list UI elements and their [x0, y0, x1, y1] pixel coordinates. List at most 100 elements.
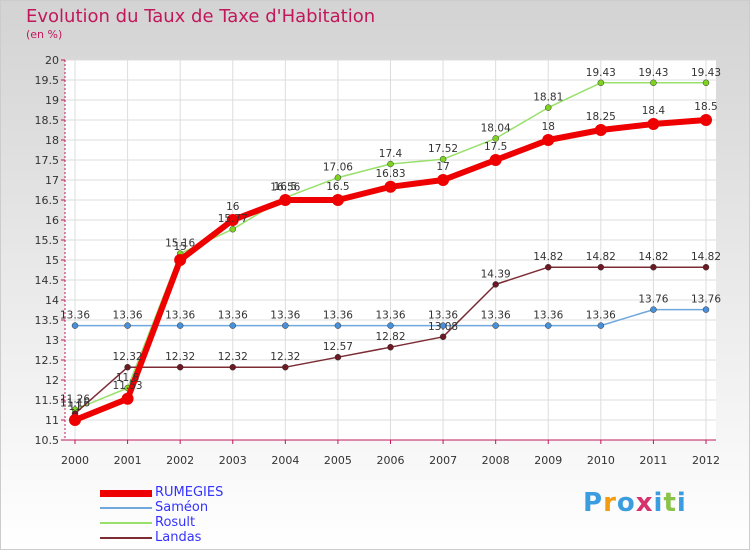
point-landas: [176, 363, 184, 371]
data-label-sameon: 13.36: [375, 310, 405, 322]
point-landas: [702, 263, 710, 271]
data-label-rosult: 19.43: [638, 67, 668, 79]
data-labels: 11.26 11.8 15.16 15.77 16.56 17.06 17.4 17.52 18…: [60, 67, 721, 413]
point-sameon: [124, 322, 131, 329]
data-label-rosult: 11.8: [116, 372, 139, 384]
data-label-sameon: 13.36: [586, 310, 616, 322]
data-label-rumegies: 18.5: [694, 101, 717, 113]
point-landas: [650, 263, 657, 271]
data-label-rosult: 15.16: [165, 238, 195, 250]
point-sameon: [492, 322, 499, 329]
x-tick-label: 2010: [587, 454, 615, 467]
data-label-sameon: 13.36: [533, 310, 563, 322]
data-label-landas: 12.32: [165, 351, 195, 363]
legend-label-rumegies: RUMEGIES: [155, 485, 224, 500]
x-tick-label: 2001: [114, 454, 142, 467]
data-label-landas: 11.16: [60, 398, 90, 410]
data-label-sameon: 13.36: [165, 310, 195, 322]
x-tick-label: 2009: [534, 454, 562, 467]
data-label-sameon: 13.36: [113, 310, 143, 322]
point-rumegies: [279, 194, 292, 206]
legend-swatch-rumegies: [100, 489, 152, 497]
y-tick-label: 17: [45, 174, 59, 187]
x-tick-label: 2011: [639, 454, 667, 467]
y-tick-label: 11.5: [35, 394, 60, 407]
data-label-sameon: 13.36: [270, 310, 300, 322]
proxiti-logo[interactable]: Proxiti: [583, 488, 687, 518]
logo-letter: o: [616, 488, 636, 518]
legend-item-rumegies[interactable]: RUMEGIES: [100, 485, 260, 500]
y-tick-label: 14.5: [35, 274, 60, 287]
chart-title: Evolution du Taux de Taxe d'Habitation: [26, 6, 376, 27]
series-layer: [69, 79, 712, 426]
legend-label-rosult: Rosult: [155, 515, 196, 530]
point-sameon: [650, 306, 657, 313]
x-tick-label: 2000: [61, 454, 89, 467]
data-label-rumegies: 16.5: [326, 181, 349, 193]
data-label-rosult: 18.81: [533, 92, 563, 104]
point-landas: [492, 281, 499, 288]
legend-swatch-rosult: [100, 522, 152, 524]
y-tick-label: 20: [45, 54, 59, 67]
data-label-landas: 13.08: [428, 321, 458, 333]
point-rosult: [597, 79, 605, 87]
point-landas: [597, 263, 605, 271]
legend-item-rosult[interactable]: Rosult: [100, 515, 260, 530]
legend-item-sameon[interactable]: Saméon: [100, 500, 260, 515]
logo-letter: t: [663, 488, 677, 518]
point-sameon: [71, 322, 79, 329]
data-label-landas: 12.32: [113, 351, 143, 363]
point-rosult: [439, 155, 447, 163]
legend-swatch-landas: [100, 537, 152, 539]
data-label-rumegies: 11.53: [113, 380, 143, 392]
point-rumegies: [121, 392, 134, 405]
data-label-landas: 12.32: [218, 351, 248, 363]
unit-label: (en %): [26, 28, 63, 41]
legend-item-landas[interactable]: Landas: [100, 530, 260, 545]
legend: RUMEGIES Saméon Rosult Landas: [100, 485, 260, 545]
point-landas: [229, 363, 236, 371]
point-sameon: [282, 322, 289, 329]
y-tick-label: 12: [45, 374, 59, 387]
point-rumegies: [69, 414, 81, 426]
point-rosult: [229, 225, 236, 233]
point-sameon: [439, 322, 447, 329]
point-rosult: [387, 160, 394, 168]
point-rumegies: [437, 174, 450, 186]
point-landas: [545, 263, 552, 271]
y-tick-label: 15: [45, 254, 59, 267]
data-label-rumegies: 18.25: [586, 111, 616, 123]
data-label-sameon: 13.36: [428, 310, 458, 322]
point-sameon: [334, 322, 342, 329]
data-label-rosult: 18.04: [481, 122, 511, 134]
y-tick-label: 12.5: [35, 354, 60, 367]
point-rumegies: [647, 118, 660, 130]
data-label-rosult: 16.56: [270, 182, 300, 194]
x-tick-label: 2012: [692, 454, 720, 467]
y-tick-label: 19: [45, 94, 59, 107]
point-rumegies: [384, 180, 397, 193]
x-tick-label: 2003: [219, 454, 247, 467]
x-tick-label: 2008: [482, 454, 510, 467]
legend-label-landas: Landas: [155, 530, 202, 545]
data-label-landas: 14.39: [481, 268, 511, 280]
y-tick-label: 13: [45, 334, 59, 347]
y-tick-label: 16.5: [35, 194, 60, 207]
data-label-sameon: 13.76: [638, 294, 668, 306]
legend-label-sameon: Saméon: [155, 500, 209, 515]
data-label-rumegies: 18: [542, 121, 555, 133]
data-label-landas: 12.57: [323, 341, 353, 353]
data-label-rumegies: 15: [173, 241, 186, 253]
point-landas: [387, 343, 394, 351]
data-label-sameon: 13.36: [60, 310, 90, 322]
data-label-sameon: 13.76: [691, 294, 721, 306]
data-label-landas: 14.82: [691, 251, 721, 263]
x-tick-label: 2002: [166, 454, 194, 467]
point-sameon: [229, 322, 236, 329]
x-tick-label: 2007: [429, 454, 457, 467]
axes: 10.5 11 11.5 12 12.5 13 13.5 14 14.5 15 15.5 16 16.5…: [35, 54, 721, 467]
point-sameon: [545, 322, 552, 329]
data-label-rosult: 19.43: [691, 67, 721, 79]
point-rumegies: [700, 114, 712, 126]
